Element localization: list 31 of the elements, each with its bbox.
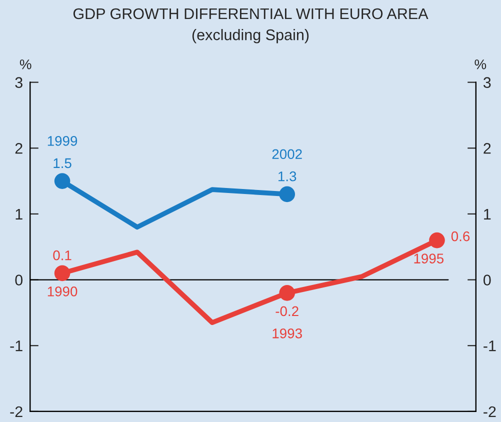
y-tick-label: 2 [15,142,22,154]
y2-tick-label: -1 [484,340,496,352]
data-label: 0.6 [451,231,470,242]
point [279,186,296,202]
annotation: 1999 [48,136,78,146]
data-label: 1.3 [278,171,296,182]
annotation: 2002 [272,149,302,160]
point [279,285,296,301]
y-tick-label: 0 [15,274,23,286]
data-label: -0.2 [276,306,298,316]
y2-tick-label: 3 [483,77,491,88]
chart-subtitle: (excluding Spain) [192,29,309,44]
y-tick-label: 1 [16,208,22,220]
y-tick-label: -2 [10,406,22,417]
y-axis-title: % [20,59,32,70]
y2-tick-label: 1 [484,208,491,220]
data-label: 0.1 [53,250,72,260]
data-label: 1.5 [54,158,72,168]
annotation: 1993 [272,328,302,338]
y2-tick-label: 2 [484,142,491,154]
y2-tick-label: 0 [483,274,491,286]
annotation: 1995 [414,254,444,264]
y2-tick-label: -2 [484,406,496,417]
y-tick-label: 3 [15,77,22,88]
chart-title: GDP GROWTH DIFFERENTIAL WITH EURO AREA [73,8,428,20]
point [54,173,70,189]
point [429,232,445,248]
y2-axis-title: % [474,59,486,70]
annotation: 1990 [48,286,78,296]
y-tick-label: -1 [10,340,22,352]
point [54,265,70,282]
